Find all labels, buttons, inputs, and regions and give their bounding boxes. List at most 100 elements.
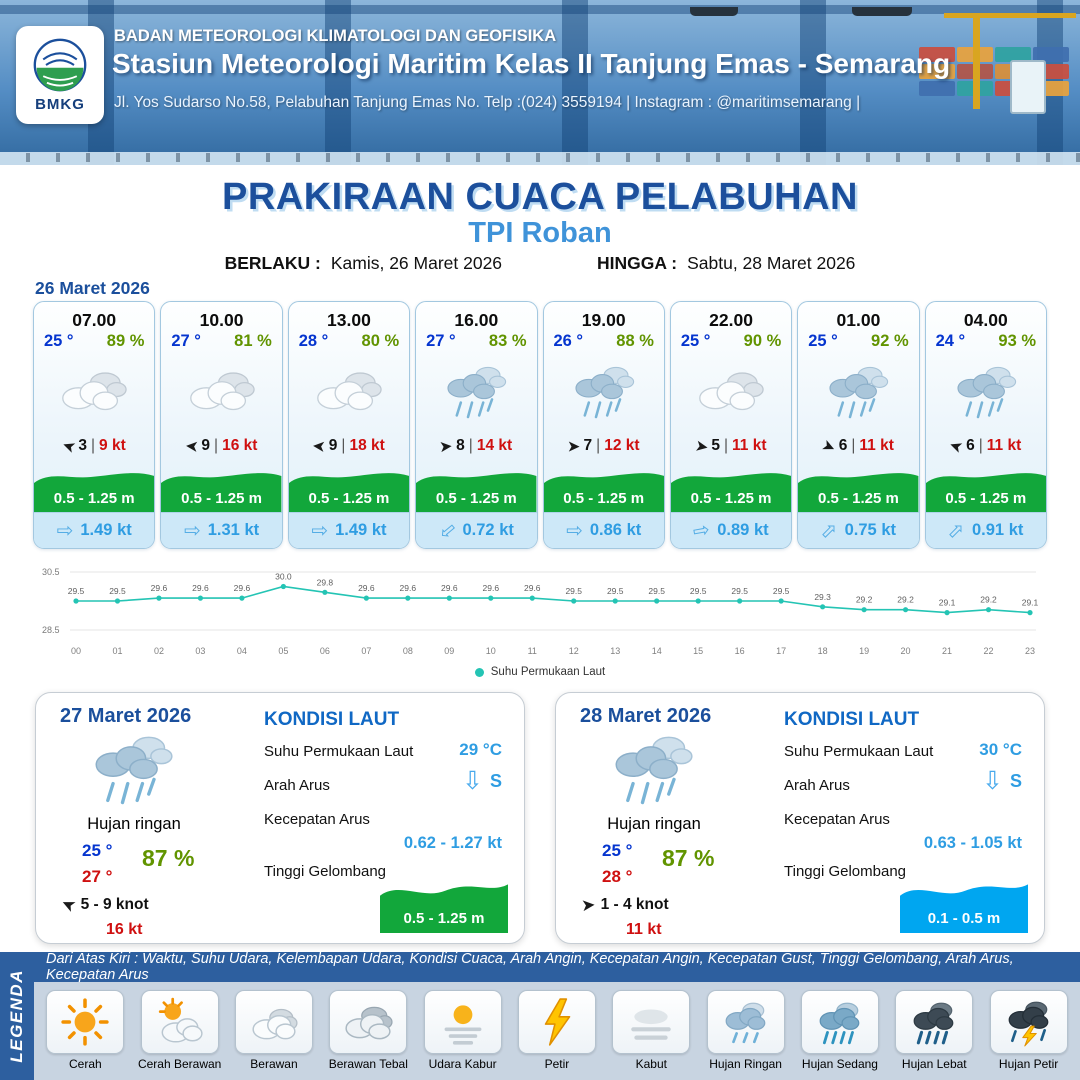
wind-direction-icon: ➤ [60,436,77,456]
wind-value: 9 [328,437,338,454]
wind-range: 5 - 9 knot [80,896,149,913]
air-temp: 24 ° [935,332,966,350]
wave-height-band: 0.5 - 1.25 m [161,466,282,512]
day-card-27: 27 Maret 2026 Hujan ringan 25 ° 27 ° 87 … [35,692,525,944]
ship-illustration [690,7,738,16]
wave-height-band: 0.5 - 1.25 m [925,466,1046,512]
legend-item-hujan-petir: Hujan Petir [984,990,1074,1071]
current-direction: S [489,771,502,791]
cabin-illustration [1010,60,1046,114]
forecast-time: 13.00 [327,310,371,330]
current-direction-icon: ⇨ [942,516,971,545]
svg-text:19: 19 [859,646,869,656]
wind-value: 7 [583,437,593,454]
humidity: 88 % [616,332,654,350]
sst-label: Suhu Permukaan Laut [264,743,414,760]
separator: | [723,437,729,454]
separator: | [90,437,96,454]
weather-condition-icon [70,729,196,813]
current-speed-value: 0.63 - 1.05 kt [923,834,1022,852]
current-row: ⇨ 1.49 kt [288,512,410,548]
chart-legend: Suhu Permukaan Laut [0,666,1080,678]
svg-text:09: 09 [444,646,454,656]
air-temp: 25 ° [680,332,711,350]
hingga-group: HINGGA : Sabtu, 28 Maret 2026 [597,253,855,274]
gust-speed: 16 kt [106,921,143,938]
svg-text:16: 16 [735,646,745,656]
air-temp: 28 ° [298,332,329,350]
condition-label: Hujan ringan [87,815,181,833]
legend-items: Cerah Cerah Berawan Berawan Berawan Teba… [36,982,1078,1080]
wind-speed-kt: 12 kt [604,437,640,454]
wave-height: 0.5 - 1.25 m [563,490,645,507]
forecast-time: 10.00 [199,310,244,330]
svg-text:05: 05 [278,646,288,656]
humidity: 83 % [488,332,527,350]
wind-speed-kt: 11 kt [986,437,1022,454]
svg-text:29.5: 29.5 [731,586,748,596]
svg-text:18: 18 [818,646,828,656]
svg-text:29.5: 29.5 [690,586,707,596]
svg-text:29.6: 29.6 [358,583,375,593]
wind-speed-kt: 9 kt [99,437,126,454]
wind-row: ➤ 6 | 11 kt [820,434,893,458]
lightning-icon [517,990,596,1054]
svg-text:29.3: 29.3 [814,592,831,602]
temp-humidity-row: 27 ° 83 % [416,331,536,351]
temp-humidity-row: 25 ° 92 % [798,331,918,351]
wind-direction-icon: ➤ [184,438,199,455]
sst-value: 29 °C [459,740,502,759]
current-row: ⇨ 0.86 kt [543,512,664,548]
svg-text:23: 23 [1025,646,1035,656]
wind-value: 3 [78,437,87,454]
svg-text:28.5: 28.5 [42,625,60,635]
current-direction-icon: ⇨ [183,519,201,542]
wave-height: 0.5 - 1.25 m [690,490,772,507]
forecast-card-1000: 10.00 27 ° 81 % ➤ 9 | 16 kt 0.5 - 1.25 m… [160,301,283,549]
wind-direction-icon: ➤ [59,894,78,915]
svg-text:29.2: 29.2 [856,595,873,605]
current-row: ⇨ 0.91 kt [925,512,1046,548]
svg-text:11: 11 [528,646,537,656]
current-row: ⇨ 1.31 kt [161,512,282,548]
humidity: 93 % [998,332,1036,350]
temp-min: 25 ° [82,841,113,860]
forecast-card-1900: 19.00 26 ° 88 % ➤ 7 | 12 kt 0.5 - 1.25 m… [542,301,665,549]
hingga-label: HINGGA : [597,253,678,273]
current-row: ⇨ 0.75 kt [798,512,919,548]
station-address: Jl. Yos Sudarso No.58, Pelabuhan Tanjung… [114,94,861,111]
sea-conditions-heading: KONDISI LAUT [264,709,400,730]
svg-text:13: 13 [610,646,620,656]
day-date: 27 Maret 2026 [60,705,192,727]
bmkg-logo-icon [33,38,87,92]
gust-speed: 11 kt [626,921,662,938]
forecast-time: 22.00 [709,310,753,330]
svg-text:10: 10 [486,646,496,656]
svg-text:29.8: 29.8 [317,577,334,587]
air-temp: 26 ° [553,332,584,350]
svg-text:29.6: 29.6 [151,583,168,593]
legend-section: Dari Atas Kiri : Waktu, Suhu Udara, Kele… [0,951,1080,1080]
forecast-card-0400: 04.00 24 ° 93 % ➤ 6 | 11 kt 0.5 - 1.25 m… [924,301,1047,549]
svg-text:04: 04 [237,646,247,656]
chart-legend-label: Suhu Permukaan Laut [490,666,606,678]
current-speed: 0.89 kt [717,521,769,539]
current-speed-label: Kecepatan Arus [264,811,370,828]
wave-height-band: 0.5 - 1.25 m [288,466,410,512]
wave-height-label: Tinggi Gelombang [784,863,907,880]
wave-height-band: 0.5 - 1.25 m [34,466,155,512]
humidity: 92 % [871,332,909,350]
legend-item-cerah-berawan: Cerah Berawan [135,990,225,1071]
wind-row: ➤ 8 | 14 kt [440,434,512,458]
legend-item-kabut: Kabut [606,990,696,1071]
forecast-cards-row: 07.00 25 ° 89 % ➤ 3 | 9 kt 0.5 - 1.25 m … [33,301,1047,549]
day-card-28: 28 Maret 2026 Hujan ringan 25 ° 28 ° 87 … [555,692,1045,944]
forecast-time: 01.00 [836,310,881,330]
forecast-card-1600: 16.00 27 ° 83 % ➤ 8 | 14 kt 0.5 - 1.25 m… [415,301,538,549]
wave-height-band: 0.5 - 1.25 m [670,466,792,512]
humidity: 81 % [234,332,272,350]
current-direction-value: ⇩ S [462,769,502,794]
sun-icon [46,990,125,1054]
wind-value: 9 [201,437,211,454]
